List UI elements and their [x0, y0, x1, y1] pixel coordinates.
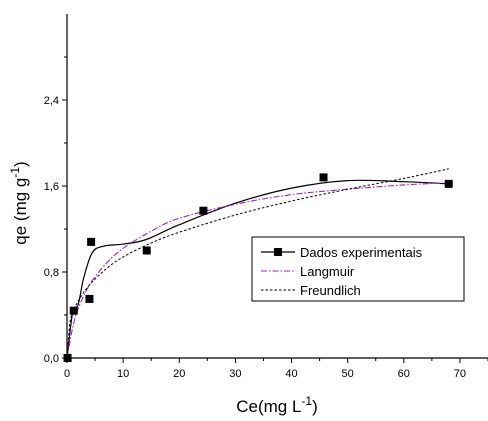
y-axis-label: qe (mg g-1) — [8, 161, 30, 244]
x-axis-label: Ce(mg L-1) — [236, 394, 318, 416]
x-tick-label: 50 — [342, 368, 354, 380]
legend-label-freundlich: Freundlich — [300, 283, 361, 298]
data-point-6 — [319, 173, 328, 182]
data-point-5 — [199, 206, 208, 215]
y-tick-label: 2,4 — [44, 95, 59, 107]
x-tick-label: 60 — [398, 368, 410, 380]
data-point-1 — [69, 306, 78, 315]
curve-dados-experimentais — [66, 179, 449, 359]
ticks: 0 10 20 30 40 50 60 70 0,0 0,8 1,6 2,4 — [44, 56, 488, 380]
x-tick-label: 10 — [117, 368, 129, 380]
axes — [66, 14, 488, 359]
x-tick-label: 0 — [64, 368, 70, 380]
y-tick-label: 0,0 — [44, 353, 59, 365]
data-point-2 — [85, 294, 94, 303]
y-tick-label: 1,6 — [44, 181, 59, 193]
legend: Dados experimentais Langmuir Freundlich — [251, 236, 465, 302]
legend-label-langmuir: Langmuir — [300, 264, 355, 279]
x-tick-label: 20 — [173, 368, 185, 380]
x-tick-label: 70 — [454, 368, 466, 380]
x-tick-label: 30 — [229, 368, 241, 380]
legend-marker-dados — [274, 248, 282, 256]
data-point-7 — [444, 179, 453, 188]
y-tick-label: 0,8 — [44, 267, 59, 279]
legend-label-dados: Dados experimentais — [300, 245, 423, 260]
x-tick-label: 40 — [285, 368, 297, 380]
data-point-3 — [87, 237, 96, 246]
data-point-4 — [142, 246, 151, 255]
legend-box — [251, 236, 465, 302]
